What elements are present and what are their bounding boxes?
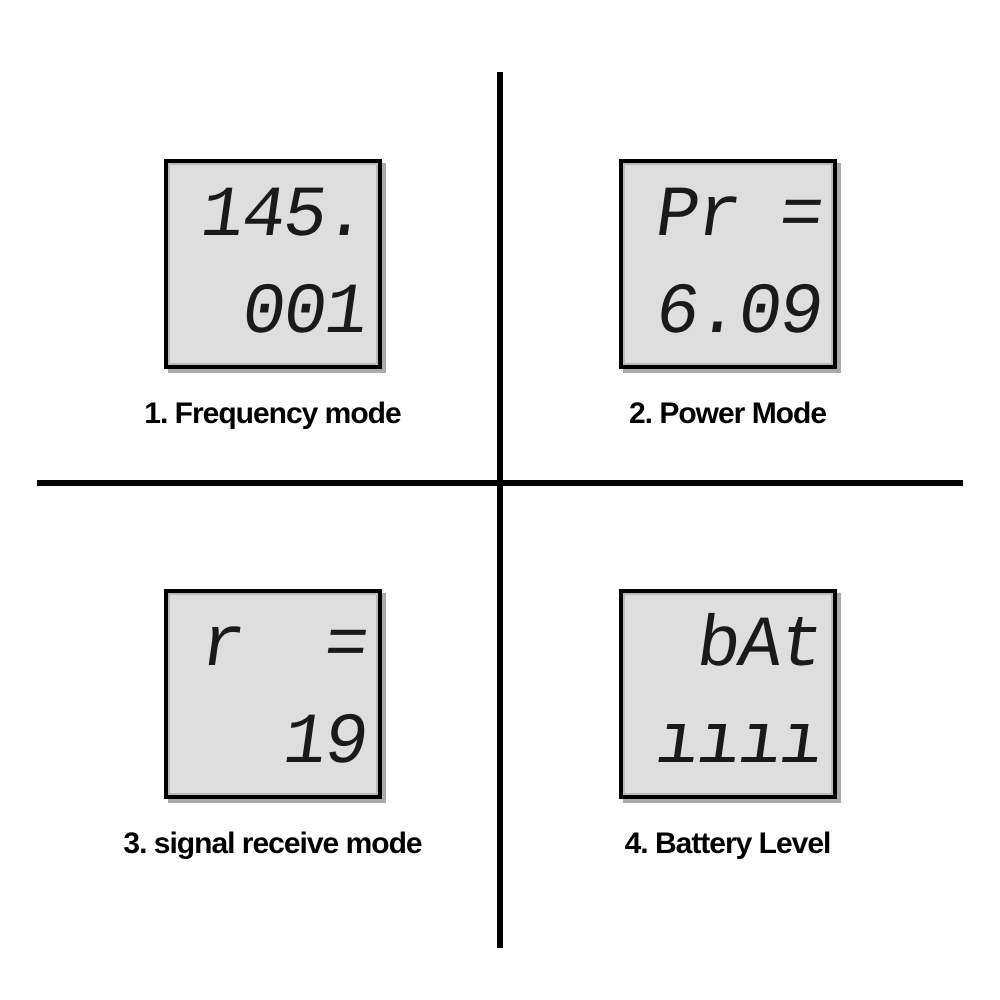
lcd-row-1: r =	[165, 599, 380, 692]
lcd-row-2: 6.09	[620, 266, 835, 359]
four-panel-frame: 145. 001 1. Frequency mode Pr = 6.09 2. …	[45, 80, 955, 940]
lcd-row-1: Pr =	[620, 169, 835, 262]
caption-frequency: 1. Frequency mode	[144, 397, 400, 431]
caption-receive: 3. signal receive mode	[123, 827, 421, 861]
caption-battery: 4. Battery Level	[625, 827, 831, 861]
lcd-frequency: 145. 001	[164, 159, 382, 369]
panel-receive: r = 19 3. signal receive mode	[45, 510, 500, 940]
panel-power: Pr = 6.09 2. Power Mode	[500, 80, 955, 510]
lcd-receive: r = 19	[164, 589, 382, 799]
caption-power: 2. Power Mode	[629, 397, 826, 431]
lcd-row-1: 145.	[165, 169, 380, 262]
lcd-power: Pr = 6.09	[619, 159, 837, 369]
panel-frequency: 145. 001 1. Frequency mode	[45, 80, 500, 510]
lcd-row-2: 001	[165, 266, 380, 359]
lcd-row-2: 19	[165, 696, 380, 789]
lcd-row-2: ıııı	[620, 696, 835, 789]
lcd-battery: bAt ıııı	[619, 589, 837, 799]
lcd-row-1: bAt	[620, 599, 835, 692]
panel-battery: bAt ıııı 4. Battery Level	[500, 510, 955, 940]
